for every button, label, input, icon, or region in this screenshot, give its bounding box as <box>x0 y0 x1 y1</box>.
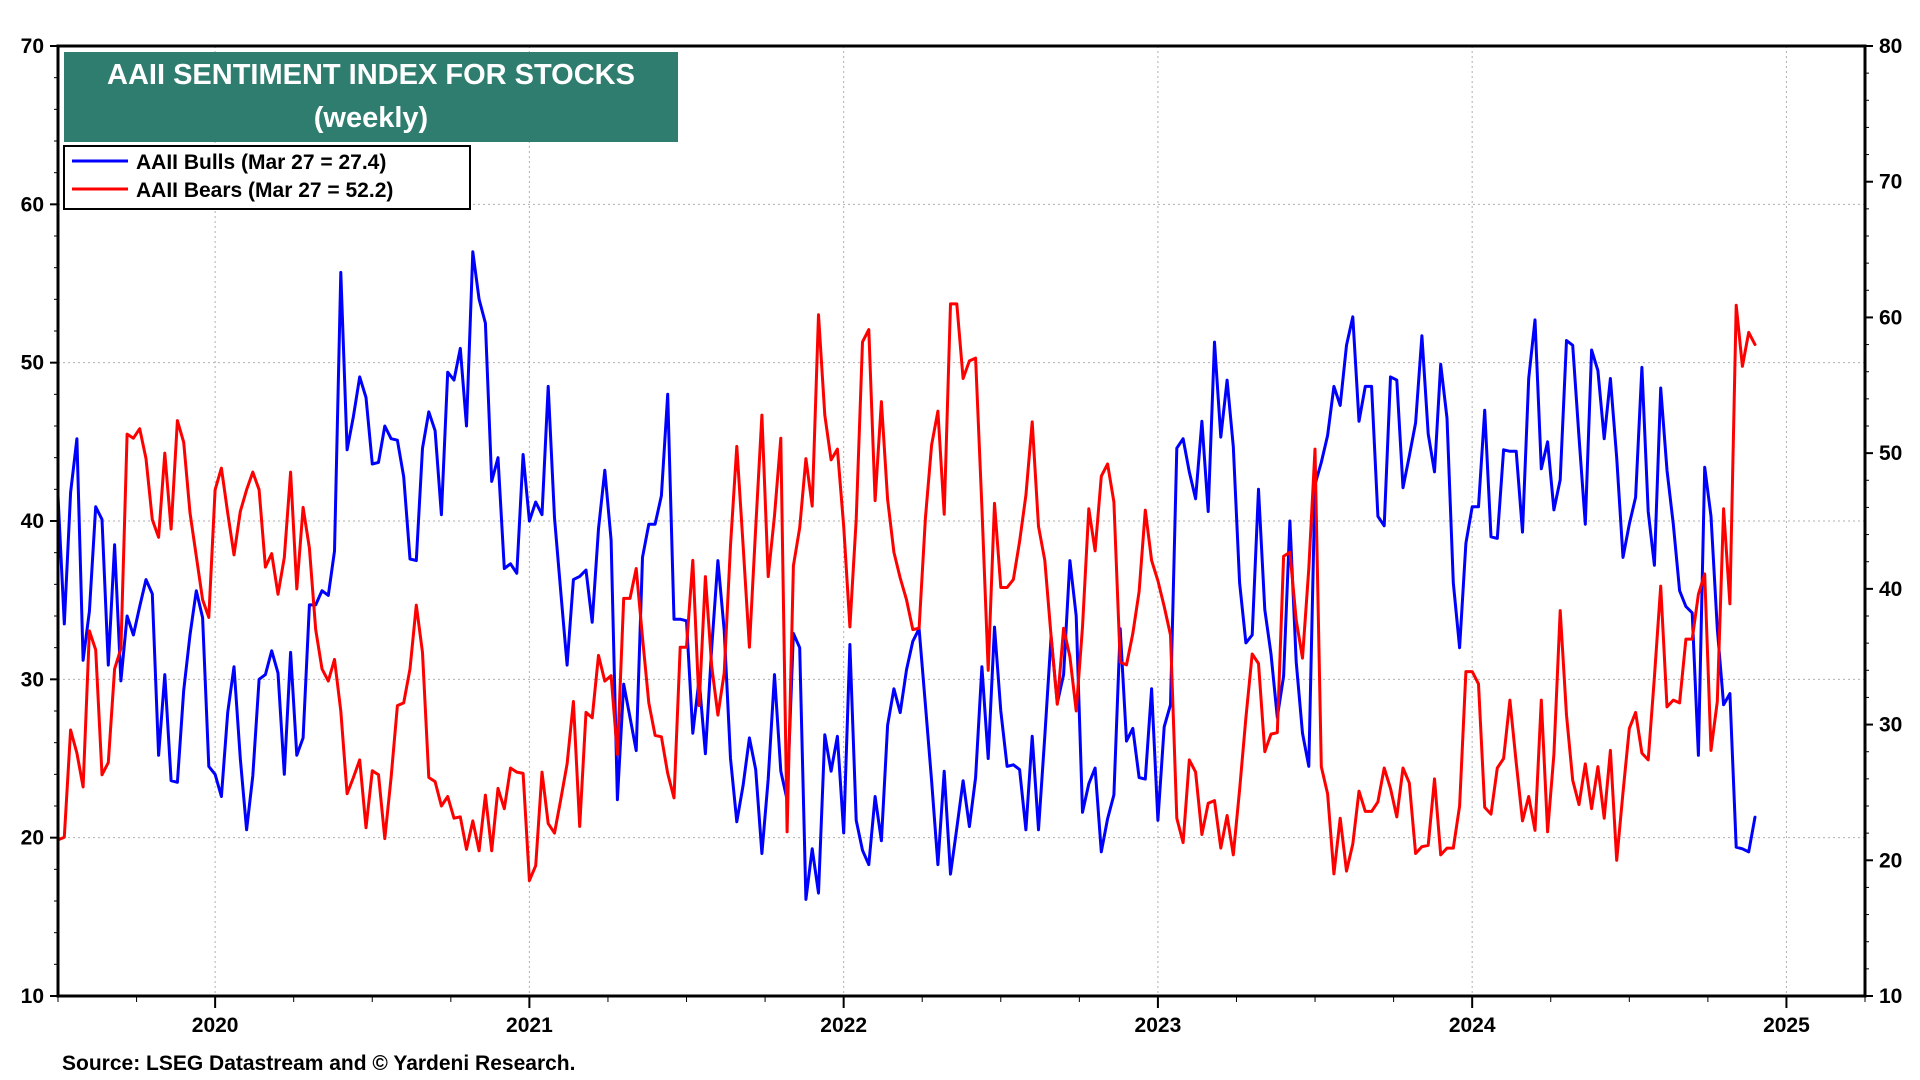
left-axis-tick-label: 20 <box>21 827 44 850</box>
left-axis-tick-label: 50 <box>21 352 44 375</box>
x-axis-tick-label: 2021 <box>506 1014 553 1037</box>
left-axis-tick-label: 70 <box>21 35 44 58</box>
x-axis-tick-label: 2024 <box>1449 1014 1496 1037</box>
series-line-bulls <box>56 250 1757 901</box>
x-axis-tick-label: 2022 <box>820 1014 867 1037</box>
x-axis: 2020 2021 2022 2023 2024 2025 <box>57 996 1866 1037</box>
right-axis-tick-label: 40 <box>1879 578 1902 601</box>
x-axis-tick-label: 2020 <box>192 1014 239 1037</box>
right-axis-tick-label: 80 <box>1879 35 1902 58</box>
right-axis-tick-label: 70 <box>1879 171 1902 194</box>
x-axis-tick-label: 2025 <box>1763 1014 1810 1037</box>
legend-label-bulls: AAII Bulls (Mar 27 = 27.4) <box>136 151 386 174</box>
legend: AAII Bulls (Mar 27 = 27.4) AAII Bears (M… <box>63 145 471 210</box>
left-axis-tick-label: 40 <box>21 510 44 533</box>
chart-subtitle: (weekly) <box>314 102 428 134</box>
right-axis-tick-label: 30 <box>1879 714 1902 737</box>
left-axis: 10 20 30 40 50 60 70 <box>21 35 58 1008</box>
series-layer <box>56 250 1757 901</box>
title-background <box>64 52 678 142</box>
legend-box <box>63 145 471 210</box>
right-axis-tick-label: 10 <box>1879 985 1902 1008</box>
left-axis-tick-label: 10 <box>21 985 44 1008</box>
left-axis-tick-label: 30 <box>21 668 44 691</box>
x-axis-tick-label: 2023 <box>1135 1014 1182 1037</box>
right-axis-tick-label: 50 <box>1879 442 1902 465</box>
right-axis: 10 20 30 40 50 60 70 80 <box>1865 35 1902 1008</box>
right-axis-tick-label: 60 <box>1879 306 1902 329</box>
source-note: Source: LSEG Datastream and © Yardeni Re… <box>62 1052 575 1075</box>
right-axis-tick-label: 20 <box>1879 849 1902 872</box>
legend-label-bears: AAII Bears (Mar 27 = 52.2) <box>136 179 393 202</box>
title-box: AAII SENTIMENT INDEX FOR STOCKS (weekly) <box>64 52 678 142</box>
series-line-bears <box>56 302 1757 883</box>
left-axis-tick-label: 60 <box>21 193 44 216</box>
chart-title: AAII SENTIMENT INDEX FOR STOCKS <box>107 59 635 91</box>
